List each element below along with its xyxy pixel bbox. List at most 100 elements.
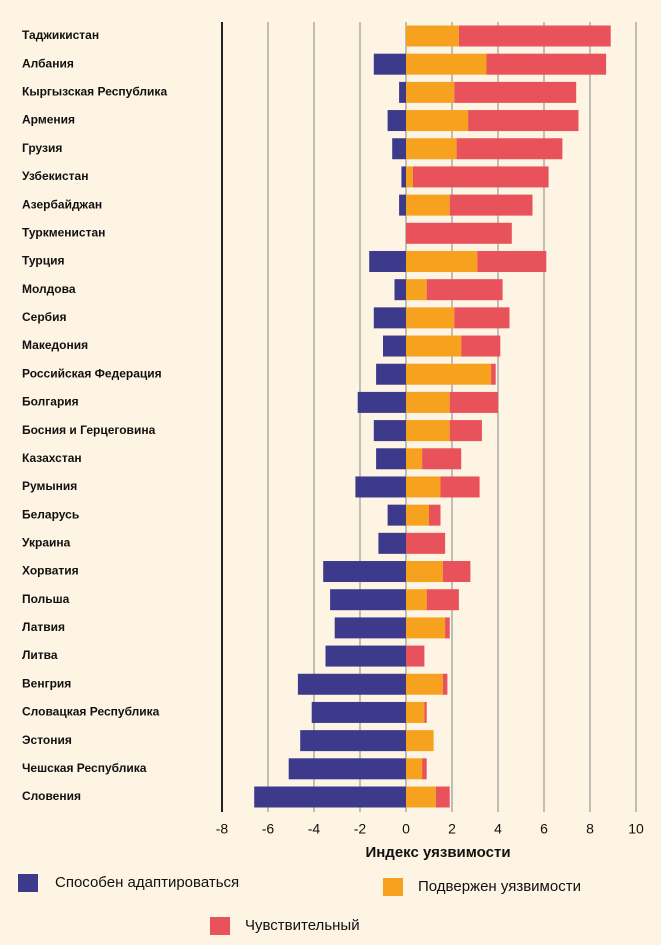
category-label: Казахстан [22, 451, 82, 465]
bar-segment [406, 504, 429, 526]
x-tick-label: 10 [628, 821, 644, 837]
bar-segment [334, 617, 406, 639]
category-label: Румыния [22, 479, 77, 493]
bar-segment [300, 730, 406, 752]
bar-segment [406, 166, 413, 188]
bar-segment [406, 81, 455, 103]
bar-segment [406, 335, 462, 357]
bar-segment [406, 617, 446, 639]
x-tick-label: 2 [448, 821, 456, 837]
bar-segment [424, 701, 427, 723]
bar-segment [406, 476, 441, 498]
bar-segment [449, 420, 482, 442]
bar-segment [426, 589, 459, 611]
bar-segment [422, 448, 462, 470]
category-label: Узбекистан [22, 169, 88, 183]
bar-segment [426, 279, 503, 301]
category-label: Грузия [22, 141, 62, 155]
bar-segment [406, 673, 443, 695]
legend-label: Чувствительный [245, 917, 360, 934]
category-label: Молдова [22, 282, 76, 296]
bar-segment [406, 53, 487, 75]
category-label: Таджикистан [22, 28, 99, 42]
category-label: Российская Федерация [22, 366, 162, 380]
bar-segment [406, 589, 427, 611]
bar-segment [406, 307, 455, 329]
bar-segment [406, 194, 450, 216]
x-tick-label: -6 [262, 821, 275, 837]
bar-segment [406, 532, 446, 554]
bar-segment [387, 110, 406, 132]
bar-segment [369, 250, 406, 272]
category-label: Македония [22, 338, 88, 352]
x-tick-label: -4 [308, 821, 321, 837]
x-tick-label: 0 [402, 821, 410, 837]
bar-segment [406, 138, 457, 160]
bar-segment [406, 420, 450, 442]
category-label: Хорватия [22, 564, 79, 578]
legend-label: Подвержен уязвимости [418, 878, 581, 895]
bar-segment [399, 194, 406, 216]
bar-segment [461, 335, 501, 357]
bar-segment [373, 53, 406, 75]
category-label: Польша [22, 592, 70, 606]
bar-segment [401, 166, 406, 188]
bar-segment [297, 673, 406, 695]
category-label: Босния и Герцеговина [22, 423, 156, 437]
bar-segment [406, 645, 425, 667]
x-tick-label: -2 [354, 821, 367, 837]
bar-segment [406, 758, 423, 780]
category-label: Азербайджан [22, 197, 102, 211]
bar-segment [383, 335, 406, 357]
category-label: Беларусь [22, 507, 79, 521]
bar-segment [373, 307, 406, 329]
x-axis-label: Индекс уязвимости [365, 844, 510, 861]
bar-segment [373, 420, 406, 442]
category-label: Украина [22, 536, 71, 550]
category-label: Латвия [22, 620, 65, 634]
bar-segment [435, 786, 450, 808]
category-label: Сербия [22, 310, 66, 324]
bar-segment [422, 758, 427, 780]
category-label: Словения [22, 789, 81, 803]
bar-segment [445, 617, 450, 639]
x-tick-label: 8 [586, 821, 594, 837]
x-tick-label: 6 [540, 821, 548, 837]
bar-segment [325, 645, 406, 667]
bar-segment [454, 307, 510, 329]
category-label: Армения [22, 113, 75, 127]
bar-segment [406, 701, 425, 723]
bar-segment [406, 250, 478, 272]
bar-segment [376, 363, 406, 385]
bar-segment [394, 279, 406, 301]
category-label: Албания [22, 56, 74, 70]
category-label: Словацкая Республика [22, 705, 160, 719]
bar-segment [440, 476, 480, 498]
bar-segment [449, 391, 498, 413]
bar-segment [406, 448, 423, 470]
category-label: Болгария [22, 395, 79, 409]
bar-segment [311, 701, 406, 723]
bar-segment [399, 81, 406, 103]
bar-segment [323, 561, 406, 583]
category-label: Чешская Республика [22, 761, 147, 775]
bar-segment [406, 730, 434, 752]
bar-segment [357, 391, 406, 413]
category-label: Эстония [22, 733, 72, 747]
bar-segment [406, 279, 427, 301]
category-label: Турция [22, 254, 64, 268]
bar-segment [254, 786, 406, 808]
bar-segment [454, 81, 577, 103]
category-label: Венгрия [22, 676, 71, 690]
x-tick-label: 4 [494, 821, 502, 837]
bar-segment [429, 504, 441, 526]
bar-segment [406, 110, 469, 132]
bar-segment [376, 448, 406, 470]
bar-segment [458, 25, 611, 47]
bar-segment [468, 110, 579, 132]
bar-segment [449, 194, 533, 216]
bar-segment [406, 25, 459, 47]
bar-segment [387, 504, 406, 526]
bar-segment [442, 561, 471, 583]
